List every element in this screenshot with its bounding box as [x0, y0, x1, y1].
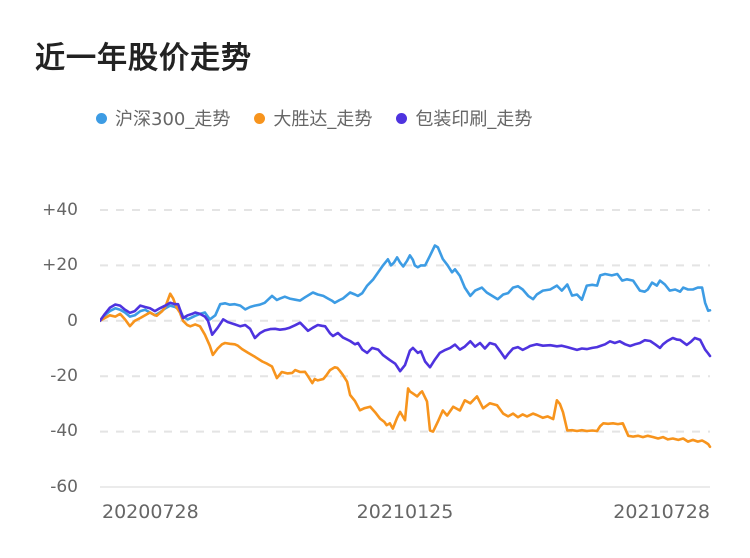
legend-item-packaging[interactable]: 包装印刷_走势 — [396, 105, 532, 131]
legend-dot-blue-icon — [96, 112, 107, 124]
series-line-沪深300_走势[interactable] — [100, 244, 712, 323]
series-line-大胜达_走势[interactable] — [100, 292, 712, 449]
legend-item-dashengda[interactable]: 大胜达_走势 — [254, 105, 372, 131]
legend-dot-orange-icon — [254, 112, 266, 124]
series-line-包装印刷_走势[interactable] — [100, 301, 712, 373]
legend-label-hs300: 沪深300_走势 — [115, 109, 231, 130]
x-axis-tick-20210125: 20210125 — [356, 501, 454, 523]
x-axis-tick-20210728: 20210728 — [613, 501, 710, 523]
legend-dot-purple-icon — [396, 112, 408, 124]
y-axis-tick-plus20: +20 — [42, 255, 78, 275]
legend-item-hs300[interactable]: 沪深300_走势 — [96, 105, 230, 131]
legend-label-packaging: 包装印刷_走势 — [415, 109, 533, 130]
y-axis-tick-minus40: -40 — [50, 421, 78, 441]
legend-label-dashengda: 大胜达_走势 — [273, 109, 373, 130]
page-title: 近一年股价走势 — [35, 41, 252, 76]
y-axis-tick-plus40: +40 — [42, 200, 78, 220]
line-chart-plot-area — [100, 209, 712, 488]
chart-legend: 沪深300_走势 大胜达_走势 包装印刷_走势 — [96, 105, 532, 131]
x-axis-tick-20200728: 20200728 — [102, 501, 199, 523]
y-axis-tick-zero: 0 — [67, 311, 78, 331]
y-axis-tick-minus20: -20 — [50, 366, 78, 386]
y-axis-tick-minus60: -60 — [50, 477, 78, 497]
